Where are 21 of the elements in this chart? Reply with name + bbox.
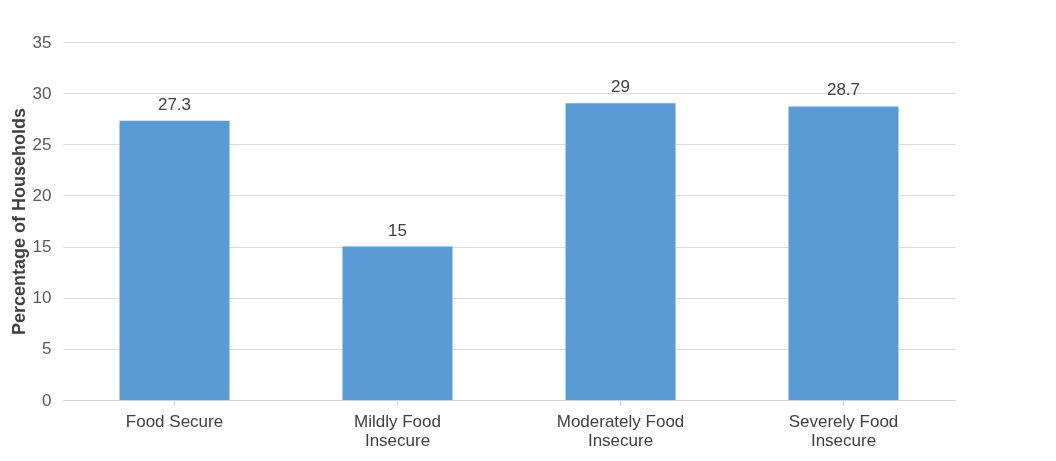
data-label: 15	[388, 220, 407, 240]
x-tick-label: Severely Food Insecure	[788, 411, 899, 450]
y-tick-label: 5	[42, 339, 52, 359]
y-tick-label: 0	[42, 390, 52, 410]
bar	[119, 120, 230, 400]
y-tick-label: 10	[32, 288, 52, 308]
bar	[565, 103, 676, 400]
y-tick-label: 25	[32, 134, 52, 154]
data-label: 28.7	[826, 80, 861, 100]
x-tick-label: Moderately Food Insecure	[556, 411, 685, 450]
y-tick-label: 15	[32, 237, 52, 257]
x-tick-label: Food Secure	[125, 411, 224, 431]
y-tick-label: 35	[32, 32, 52, 52]
data-label: 29	[611, 77, 630, 97]
bar	[788, 106, 899, 400]
bar	[342, 246, 453, 400]
x-tick-label: Mildly Food Insecure	[354, 411, 441, 450]
data-label: 27.3	[157, 94, 192, 114]
y-tick-label: 30	[32, 83, 52, 103]
y-tick-label: 20	[32, 185, 52, 205]
y-axis-title: Percentage of Households	[8, 107, 29, 336]
